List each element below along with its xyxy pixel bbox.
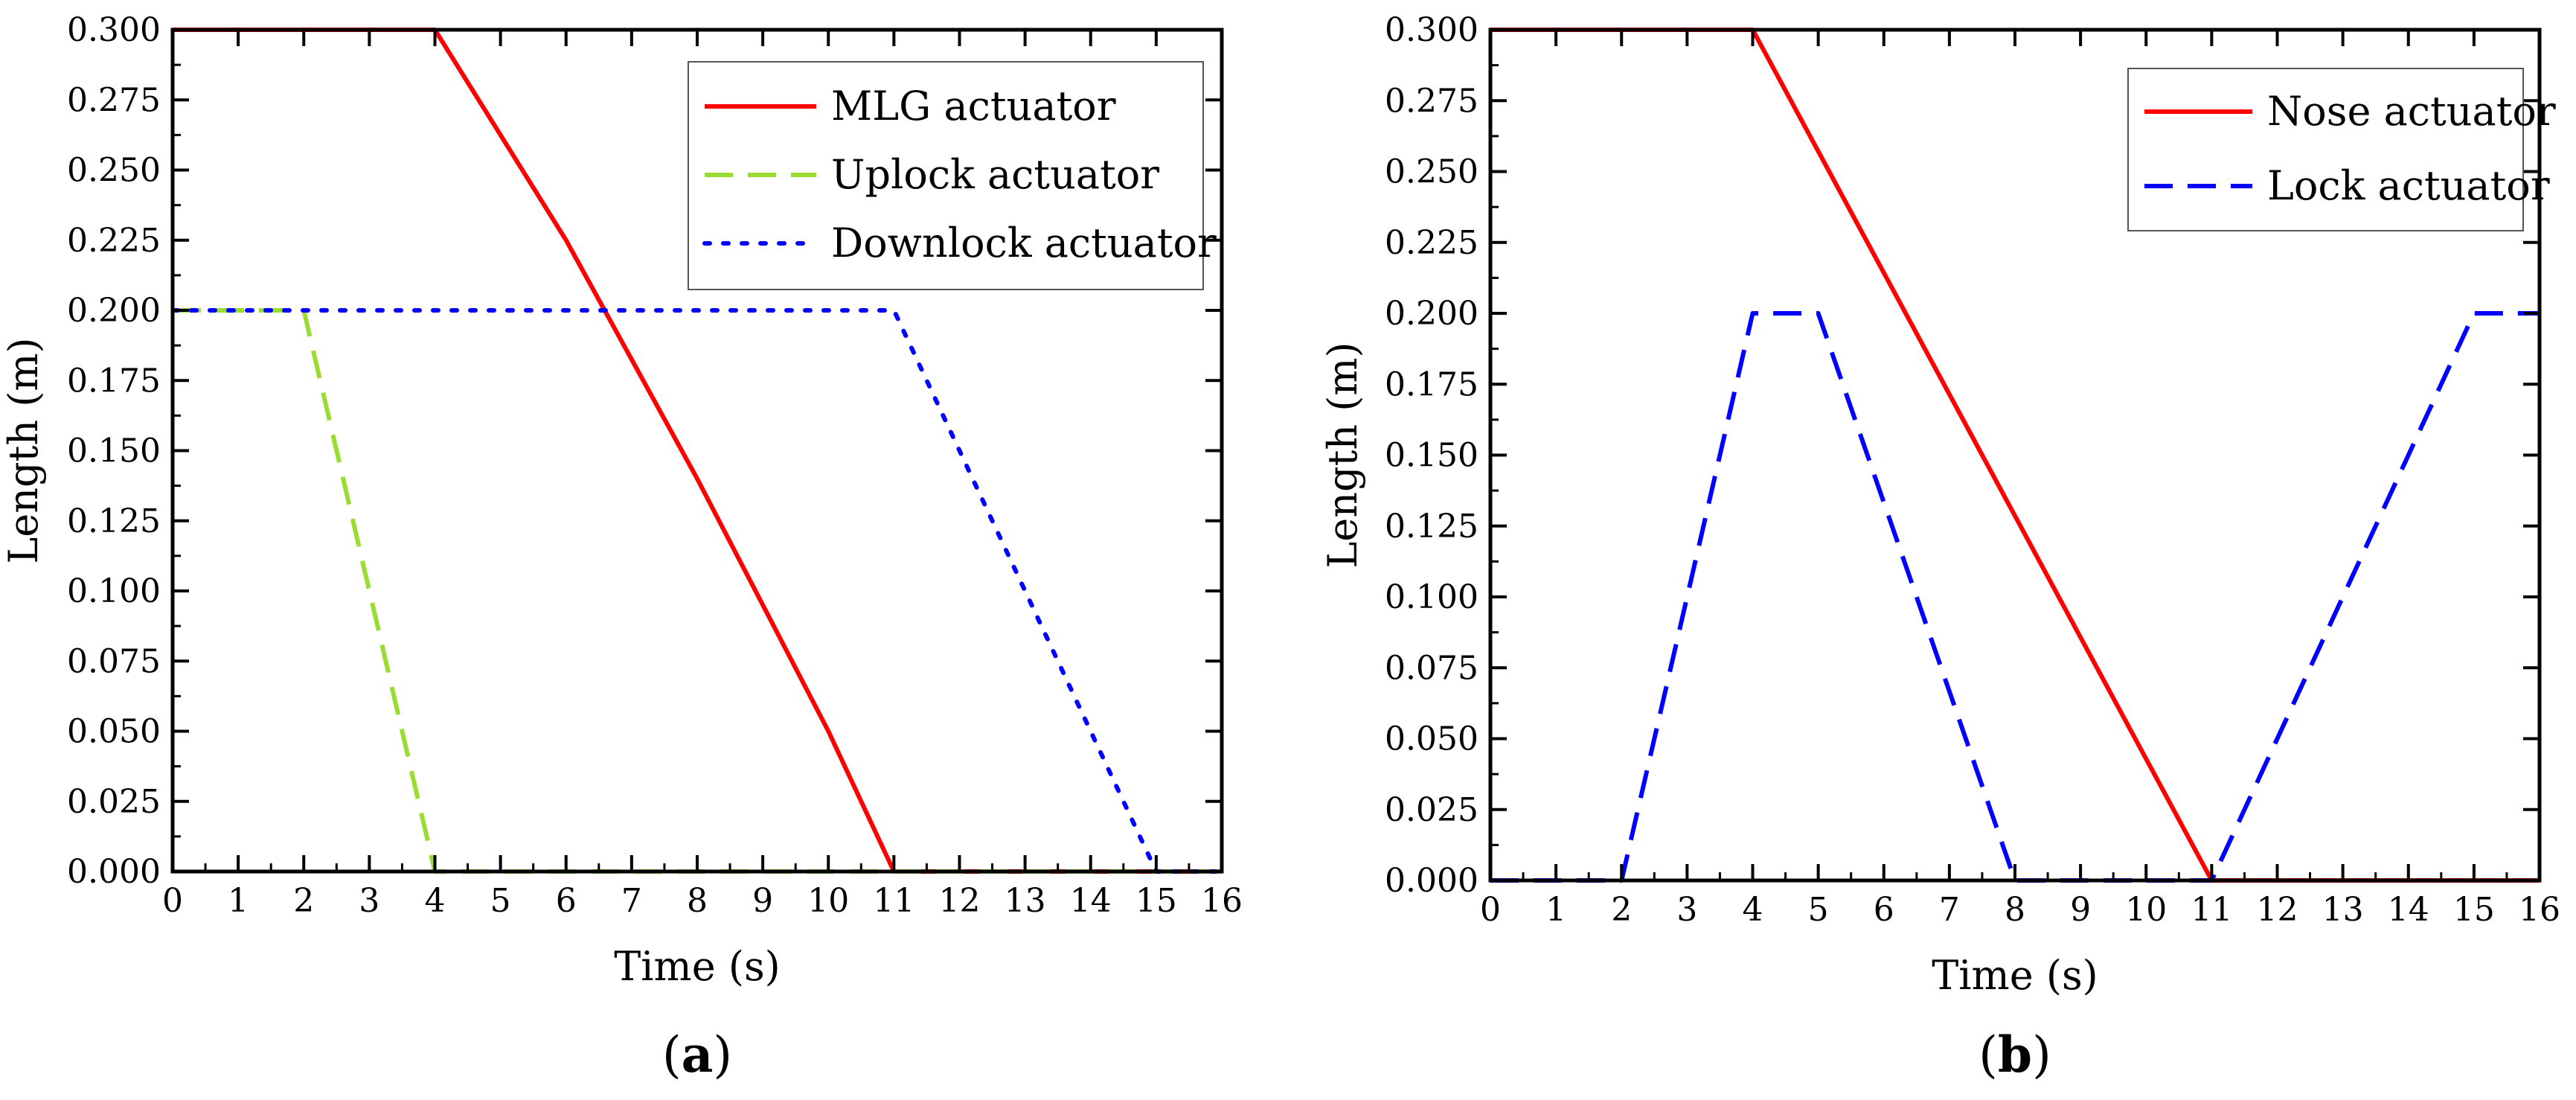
x-tick-label: 5 — [1808, 891, 1829, 929]
x-tick-label: 11 — [873, 882, 914, 920]
x-tick-label: 9 — [752, 882, 773, 920]
x-tick-label: 11 — [2191, 891, 2232, 929]
x-tick-label: 16 — [2519, 891, 2560, 929]
x-tick-label: 6 — [1874, 891, 1894, 929]
x-tick-label: 1 — [1545, 891, 1566, 929]
series-line-lock-actuator — [1490, 311, 2540, 883]
x-tick-label: 15 — [2453, 891, 2495, 929]
legend: Nose actuator Lock actuator — [2127, 68, 2556, 231]
y-tick-label: 0.175 — [67, 362, 161, 400]
y-axis-title: Length (m) — [1319, 342, 1366, 568]
y-tick-label: 0.300 — [1385, 11, 1478, 49]
x-tick-label: 2 — [1611, 891, 1632, 929]
y-tick-label: 0.250 — [1385, 153, 1478, 191]
y-tick-label: 0.075 — [1385, 649, 1478, 687]
panel-label-letter: b — [1998, 1026, 2032, 1084]
x-tick-label: 0 — [1480, 891, 1501, 929]
x-tick-label: 13 — [2322, 891, 2364, 929]
x-tick-label: 12 — [2257, 891, 2298, 929]
x-axis-title: Time (s) — [1932, 952, 2098, 999]
x-tick-label: 7 — [1939, 891, 1960, 929]
x-tick-label: 9 — [2070, 891, 2091, 929]
x-tick-label: 8 — [687, 882, 708, 920]
chart-panel-a: 0 1 2 3 4 5 6 7 8 9 10 11 12 13 14 15 160.0000.0250.0500… — [0, 11, 1243, 1084]
y-tick-label: 0.025 — [67, 783, 161, 821]
x-tick-label: 8 — [2005, 891, 2025, 929]
y-tick-label: 0.150 — [1385, 437, 1478, 475]
legend-label: Lock actuator — [2267, 162, 2550, 209]
y-tick-label: 0.025 — [1385, 791, 1478, 829]
y-tick-label: 0.175 — [1385, 365, 1478, 403]
y-tick-label: 0.225 — [1385, 224, 1478, 262]
series-line-uplock-actuator — [173, 308, 1222, 874]
x-tick-label: 6 — [556, 882, 577, 920]
panel-label-paren-close: ) — [713, 1026, 732, 1084]
y-tick-label: 0.075 — [67, 642, 161, 680]
x-tick-label: 3 — [1676, 891, 1697, 929]
x-tick-label: 12 — [939, 882, 981, 920]
x-tick-label: 5 — [490, 882, 511, 920]
y-tick-label: 0.150 — [67, 432, 161, 470]
y-tick-label: 0.000 — [67, 853, 161, 891]
panel-label-letter: a — [682, 1026, 714, 1084]
panel-label-paren-close: ) — [2032, 1026, 2051, 1084]
y-tick-label: 0.100 — [1385, 578, 1478, 616]
legend-label: Downlock actuator — [831, 220, 1217, 266]
x-tick-label: 14 — [2388, 891, 2429, 929]
y-tick-label: 0.275 — [1385, 82, 1478, 120]
y-tick-label: 0.050 — [1385, 720, 1478, 758]
x-tick-label: 15 — [1135, 882, 1177, 920]
x-tick-label: 2 — [293, 882, 314, 920]
y-tick-label: 0.000 — [1385, 862, 1478, 900]
series-line-downlock-actuator — [173, 308, 1222, 874]
y-tick-label: 0.125 — [67, 502, 161, 540]
y-tick-label: 0.050 — [67, 713, 161, 751]
x-tick-label: 13 — [1005, 882, 1046, 920]
legend: MLG actuator Uplock actuator Downlock actu… — [688, 61, 1217, 290]
panel-label-paren-open: ( — [662, 1026, 682, 1084]
panel-label: (b) — [1979, 1026, 2051, 1084]
legend-label: MLG actuator — [831, 83, 1116, 129]
legend-box — [2127, 68, 2524, 231]
legend-label: Uplock actuator — [831, 151, 1159, 198]
x-tick-label: 1 — [228, 882, 249, 920]
x-tick-label: 3 — [359, 882, 379, 920]
y-axis-title: Length (m) — [0, 337, 47, 563]
x-tick-label: 4 — [1743, 891, 1763, 929]
panel-label: (a) — [662, 1026, 732, 1084]
y-tick-label: 0.200 — [1385, 295, 1478, 333]
y-tick-label: 0.125 — [1385, 508, 1478, 546]
x-tick-label: 0 — [162, 882, 183, 920]
y-tick-label: 0.275 — [67, 81, 161, 119]
x-tick-label: 4 — [425, 882, 446, 920]
x-axis-title: Time (s) — [614, 943, 780, 990]
y-tick-label: 0.225 — [67, 222, 161, 260]
y-tick-label: 0.250 — [67, 152, 161, 190]
y-tick-label: 0.100 — [67, 572, 161, 610]
y-tick-label: 0.300 — [67, 11, 161, 49]
legend-label: Nose actuator — [2267, 88, 2556, 135]
y-tick-label: 0.200 — [67, 292, 161, 330]
x-tick-label: 10 — [2125, 891, 2167, 929]
x-tick-label: 7 — [621, 882, 642, 920]
chart-panel-b: 0 1 2 3 4 5 6 7 8 9 10 11 12 13 14 15 160.0000.0250.0500… — [1319, 11, 2560, 1084]
x-tick-label: 10 — [807, 882, 849, 920]
x-tick-label: 14 — [1070, 882, 1112, 920]
panel-label-paren-open: ( — [1979, 1026, 1998, 1084]
x-tick-label: 16 — [1201, 882, 1243, 920]
